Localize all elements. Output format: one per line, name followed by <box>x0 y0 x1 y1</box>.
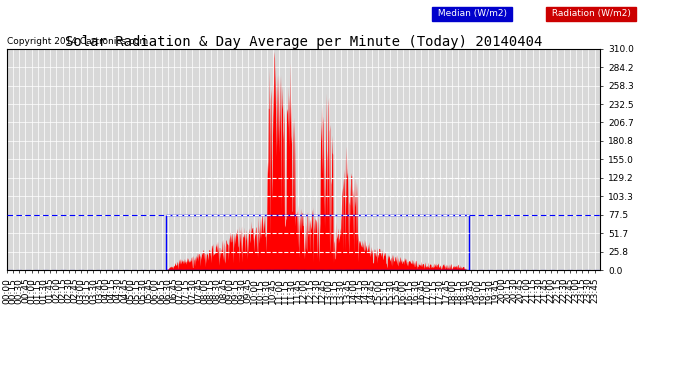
Text: Copyright 2014 Cartronics.com: Copyright 2014 Cartronics.com <box>7 38 148 46</box>
Bar <box>166 214 469 270</box>
Text: Median (W/m2): Median (W/m2) <box>435 9 510 18</box>
Title: Solar Radiation & Day Average per Minute (Today) 20140404: Solar Radiation & Day Average per Minute… <box>65 35 542 49</box>
Text: Radiation (W/m2): Radiation (W/m2) <box>549 9 633 18</box>
